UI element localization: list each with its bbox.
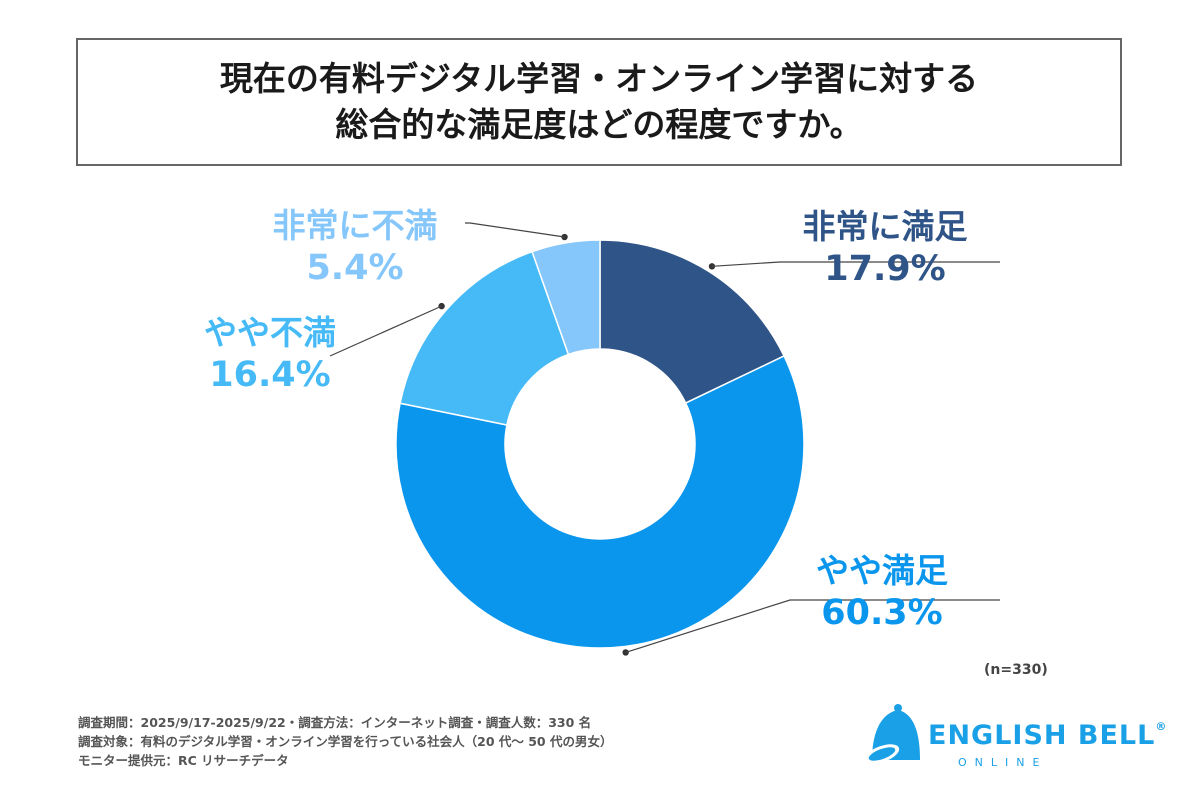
leader-line — [622, 599, 1000, 656]
logo-registered-mark: ® — [1155, 720, 1168, 733]
logo-wordmark: ENGLISH BELL® — [928, 720, 1167, 751]
leader-line — [329, 302, 445, 357]
survey-footnotes: 調査期間：2025/9/17-2025/9/22・調査方法：インターネット調査・… — [78, 713, 612, 770]
chart-title-line2: 総合的な満足度はどの程度ですか。 — [335, 105, 863, 144]
slice-somewhat-dissatisfied — [399, 250, 570, 426]
slice-label-very-dissatisfied: 非常に不満 5.4% — [260, 205, 450, 292]
slice-category-label: やや満足 — [816, 551, 948, 590]
footnote-provider: モニター提供元：RC リサーチデータ — [78, 753, 289, 768]
slice-category-label: やや不満 — [204, 313, 336, 352]
brand-logo: ENGLISH BELL® ONLINE — [858, 698, 1166, 778]
footnote-target: 調査対象：有料のデジタル学習・オンライン学習を行っている社会人（20 代～ 50… — [78, 734, 613, 749]
footnote-period: 調査期間：2025/9/17-2025/9/22・調査方法：インターネット調査・… — [78, 715, 592, 730]
slice-category-label: 非常に不満 — [272, 206, 438, 245]
sample-size-note: (n=330) — [984, 662, 1048, 678]
chart-title-line1: 現在の有料デジタル学習・オンライン学習に対する — [219, 58, 979, 98]
slice-label-somewhat-satisfied: やや満足 60.3% — [792, 550, 972, 637]
leader-line — [708, 261, 1000, 270]
slice-label-somewhat-dissatisfied: やや不満 16.4% — [180, 312, 360, 399]
slice-very-satisfied — [599, 239, 786, 405]
bell-icon — [864, 704, 920, 764]
slice-category-label: 非常に満足 — [802, 207, 968, 246]
logo-name: ENGLISH BELL — [928, 720, 1156, 751]
logo-subtitle: ONLINE — [958, 756, 1048, 769]
leader-line — [465, 222, 568, 241]
slice-somewhat-satisfied — [395, 354, 805, 649]
slice-label-very-satisfied: 非常に満足 17.9% — [790, 206, 980, 293]
chart-title-box: 現在の有料デジタル学習・オンライン学習に対する 総合的な満足度はどの程度ですか。 — [76, 38, 1122, 166]
slice-value-label: 16.4% — [209, 355, 331, 396]
slice-value-label: 5.4% — [306, 248, 404, 289]
slice-very-dissatisfied — [531, 239, 601, 356]
slice-value-label: 17.9% — [824, 249, 946, 290]
slice-value-label: 60.3% — [821, 593, 943, 634]
